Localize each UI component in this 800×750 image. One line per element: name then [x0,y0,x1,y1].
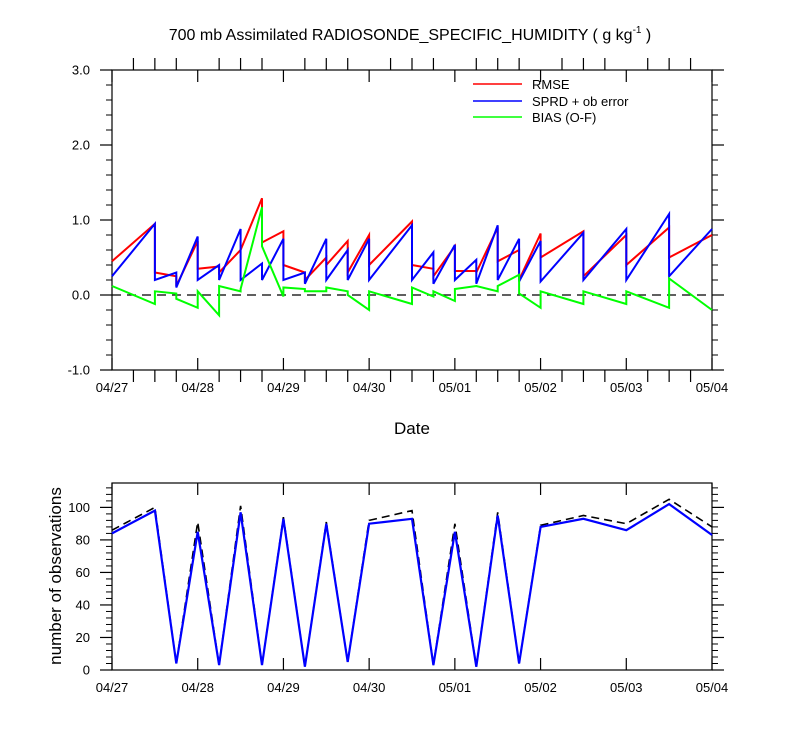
top-x-tick-label: 05/03 [610,380,643,395]
top-y-tick-label: 0.0 [72,288,90,303]
top-x-tick-label: 04/30 [353,380,386,395]
y-axis-title-bottom: number of observations [46,487,65,665]
legend-label-bias: BIAS (O-F) [532,110,596,125]
chart-title: 700 mb Assimilated RADIOSONDE_SPECIFIC_H… [169,25,652,44]
top-y-tick-label: 1.0 [72,213,90,228]
bottom-y-tick-label: 40 [76,597,90,612]
top-x-tick-label: 05/02 [524,380,557,395]
top-x-tick-label: 04/28 [181,380,214,395]
bottom-x-tick-label: 05/04 [696,680,729,695]
top-y-tick-label: 2.0 [72,138,90,153]
bottom-plot-frame [111,482,713,671]
bottom-series-assimilated-observations [111,502,713,667]
legend-label-sprd: SPRD + ob error [532,94,629,109]
bottom-x-tick-label: 05/03 [610,680,643,695]
bottom-y-tick-label: 100 [68,500,90,515]
x-axis-title: Date [394,419,430,438]
bottom-panel: 04/27 04/28 04/29 04/30 05/01 05/02 05/03 05/04… [46,482,728,695]
top-y-tick-label: -1.0 [68,363,90,378]
top-x-tick-label: 05/01 [439,380,472,395]
bottom-ticks: 04/27 04/28 04/29 04/30 05/01 05/02 05/03 05/04… [68,483,728,695]
top-panel: 04/27 04/28 04/29 04/30 05/01 05/02 05/03 05/04… [68,58,729,438]
bottom-series [111,498,713,667]
top-plot-frame [111,69,713,371]
bottom-y-tick-label: 20 [76,630,90,645]
bottom-x-tick-label: 05/02 [524,680,557,695]
bottom-x-tick-label: 04/30 [353,680,386,695]
bottom-x-tick-label: 05/01 [439,680,472,695]
bottom-x-tick-label: 04/29 [267,680,300,695]
bottom-x-tick-label: 04/28 [181,680,214,695]
top-x-tick-label: 04/29 [267,380,300,395]
legend-label-rmse: RMSE [532,77,570,92]
bottom-y-tick-label: 60 [76,565,90,580]
top-ticks: 04/27 04/28 04/29 04/30 05/01 05/02 05/03 05/04… [68,58,729,395]
top-x-tick-label: 05/04 [696,380,729,395]
top-x-tick-label: 04/27 [96,380,129,395]
top-series-bias-o-f [111,207,713,318]
bottom-y-tick-label: 0 [83,663,90,678]
top-series [111,197,713,318]
top-series-sprd-ob-error [111,210,713,288]
title-superscript: -1 [633,25,642,36]
legend: RMSE SPRD + ob error BIAS (O-F) [473,77,629,125]
bottom-x-tick-label: 04/27 [96,680,129,695]
bottom-y-tick-label: 80 [76,532,90,547]
top-y-tick-label: 3.0 [72,63,90,78]
